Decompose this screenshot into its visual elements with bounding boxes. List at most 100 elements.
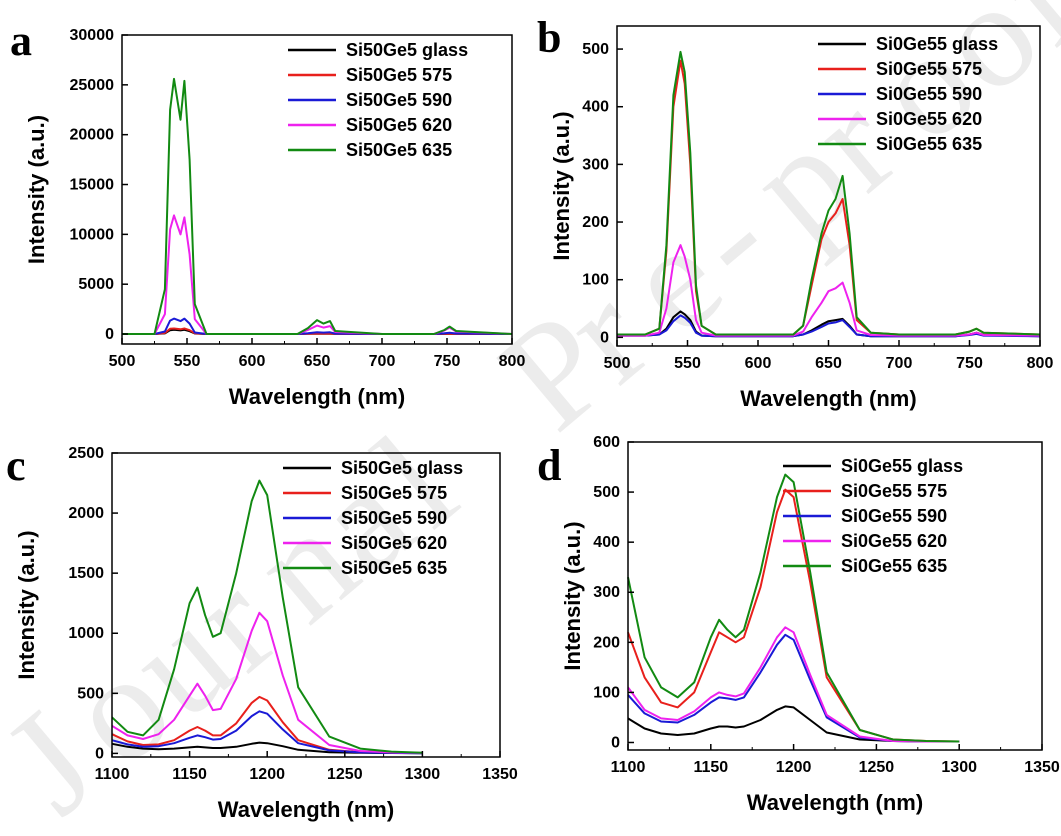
legend-label: Si50Ge5 590 [341,508,447,528]
plot-frame [627,441,1043,751]
legend-label: Si50Ge5 635 [346,140,452,160]
x-tick-label: 1150 [172,766,207,783]
y-tick-label: 0 [105,326,114,343]
y-axis-label: Intensity (a.u.) [14,530,39,679]
x-tick-label: 1250 [327,766,363,783]
legend-label: Si0Ge55 590 [876,84,982,104]
series-group [617,50,1041,338]
y-tick-label: 600 [593,434,620,451]
y-tick-label: 400 [582,99,609,116]
legend: Si0Ge55 glass Si0Ge55 575 Si0Ge55 590 Si0Ge… [818,34,998,154]
x-tick-label: 1150 [693,759,728,776]
series-group [111,479,423,755]
panel-letter: a [10,16,32,65]
legend-label: Si0Ge55 590 [841,506,947,526]
legend-label: Si0Ge55 glass [841,456,963,476]
y-tick-label: 5000 [78,276,114,293]
legend-label: Si0Ge55 620 [876,109,982,129]
x-tick-label: 1200 [776,759,812,776]
panel-letter: b [537,13,561,62]
x-tick-label: 550 [674,355,701,372]
panel-d: d 1100 1150 1200 1250 1300 1350 0 100 200 300 400 50… [537,434,1060,815]
x-tick-label: 600 [239,353,266,370]
y-tick-label: 0 [600,329,609,346]
series-line [627,705,960,743]
series-line [122,77,513,335]
legend-label: Si0Ge55 575 [876,59,982,79]
y-tick-label: 200 [593,634,620,651]
series-line [627,626,960,743]
series-line [111,710,423,755]
x-tick-label: 1350 [482,766,518,783]
legend-label: Si0Ge55 glass [876,34,998,54]
x-tick-label: 650 [815,355,842,372]
series-line [111,741,423,755]
x-tick-label: 800 [1027,355,1054,372]
y-tick-label: 25000 [70,77,115,94]
x-tick-label: 700 [886,355,913,372]
legend-label: Si50Ge5 glass [341,458,463,478]
y-axis-label: Intensity (a.u.) [24,115,49,264]
y-axis-label: Intensity (a.u.) [560,521,585,670]
y-tick-label: 0 [95,745,104,762]
y-axis-label: Intensity (a.u.) [549,111,574,260]
series-line [627,488,960,743]
y-tick-label: 1500 [68,565,104,582]
x-tick-label: 650 [304,353,331,370]
x-tick-label: 1250 [859,759,895,776]
x-tick-label: 1100 [95,766,130,783]
x-tick-label: 1100 [611,759,646,776]
series-group [627,473,960,743]
series-line [617,244,1041,337]
legend: Si50Ge5 glass Si50Ge5 575 Si50Ge5 590 Si50G… [288,40,468,160]
x-axis-label: Wavelength (nm) [229,384,405,409]
legend-label: Si50Ge5 glass [346,40,468,60]
x-tick-label: 500 [604,355,631,372]
series-line [111,611,423,754]
x-tick-label: 700 [369,353,396,370]
y-tick-label: 15000 [70,177,115,194]
legend-label: Si0Ge55 635 [841,556,947,576]
legend-label: Si50Ge5 575 [341,483,447,503]
panel-a: a 500 550 600 650 700 750 800 0 5000 10000 15000 200… [10,16,525,409]
x-tick-label: 750 [434,353,461,370]
series-line [617,50,1041,336]
y-tick-label: 1000 [68,625,104,642]
plot-frame [121,34,513,345]
y-tick-label: 500 [77,685,104,702]
x-tick-label: 750 [956,355,983,372]
y-tick-label: 500 [582,41,609,58]
panel-b: b 500 550 600 650 700 750 800 0 100 200 300 400 500 Wa… [537,13,1053,411]
y-tick-label: 500 [593,484,620,501]
legend-label: Si0Ge55 620 [841,531,947,551]
legend-label: Si0Ge55 575 [841,481,947,501]
x-tick-label: 550 [174,353,201,370]
x-axis-label: Wavelength (nm) [747,790,923,815]
legend-label: Si50Ge5 620 [341,533,447,553]
y-tick-label: 2500 [68,445,104,462]
x-axis-label: Wavelength (nm) [218,797,394,822]
series-line [111,479,423,754]
y-tick-label: 10000 [70,226,115,243]
y-tick-label: 400 [593,534,620,551]
x-tick-label: 800 [499,353,526,370]
legend: Si0Ge55 glass Si0Ge55 575 Si0Ge55 590 Si0Ge… [783,456,963,576]
legend-label: Si50Ge5 575 [346,65,452,85]
x-tick-label: 1300 [941,759,977,776]
legend: Si50Ge5 glass Si50Ge5 575 Si50Ge5 590 Si50G… [283,458,463,578]
y-tick-label: 200 [582,214,609,231]
y-tick-label: 2000 [68,505,104,522]
legend-label: Si50Ge5 590 [346,90,452,110]
y-tick-label: 100 [593,684,620,701]
legend-label: Si0Ge55 635 [876,134,982,154]
x-tick-label: 1200 [249,766,285,783]
y-tick-label: 0 [611,734,620,751]
y-tick-label: 300 [582,156,609,173]
panel-letter: c [6,441,26,490]
y-tick-label: 20000 [70,127,115,144]
series-group [122,77,513,335]
y-tick-label: 30000 [70,27,115,44]
y-tick-label: 300 [593,584,620,601]
